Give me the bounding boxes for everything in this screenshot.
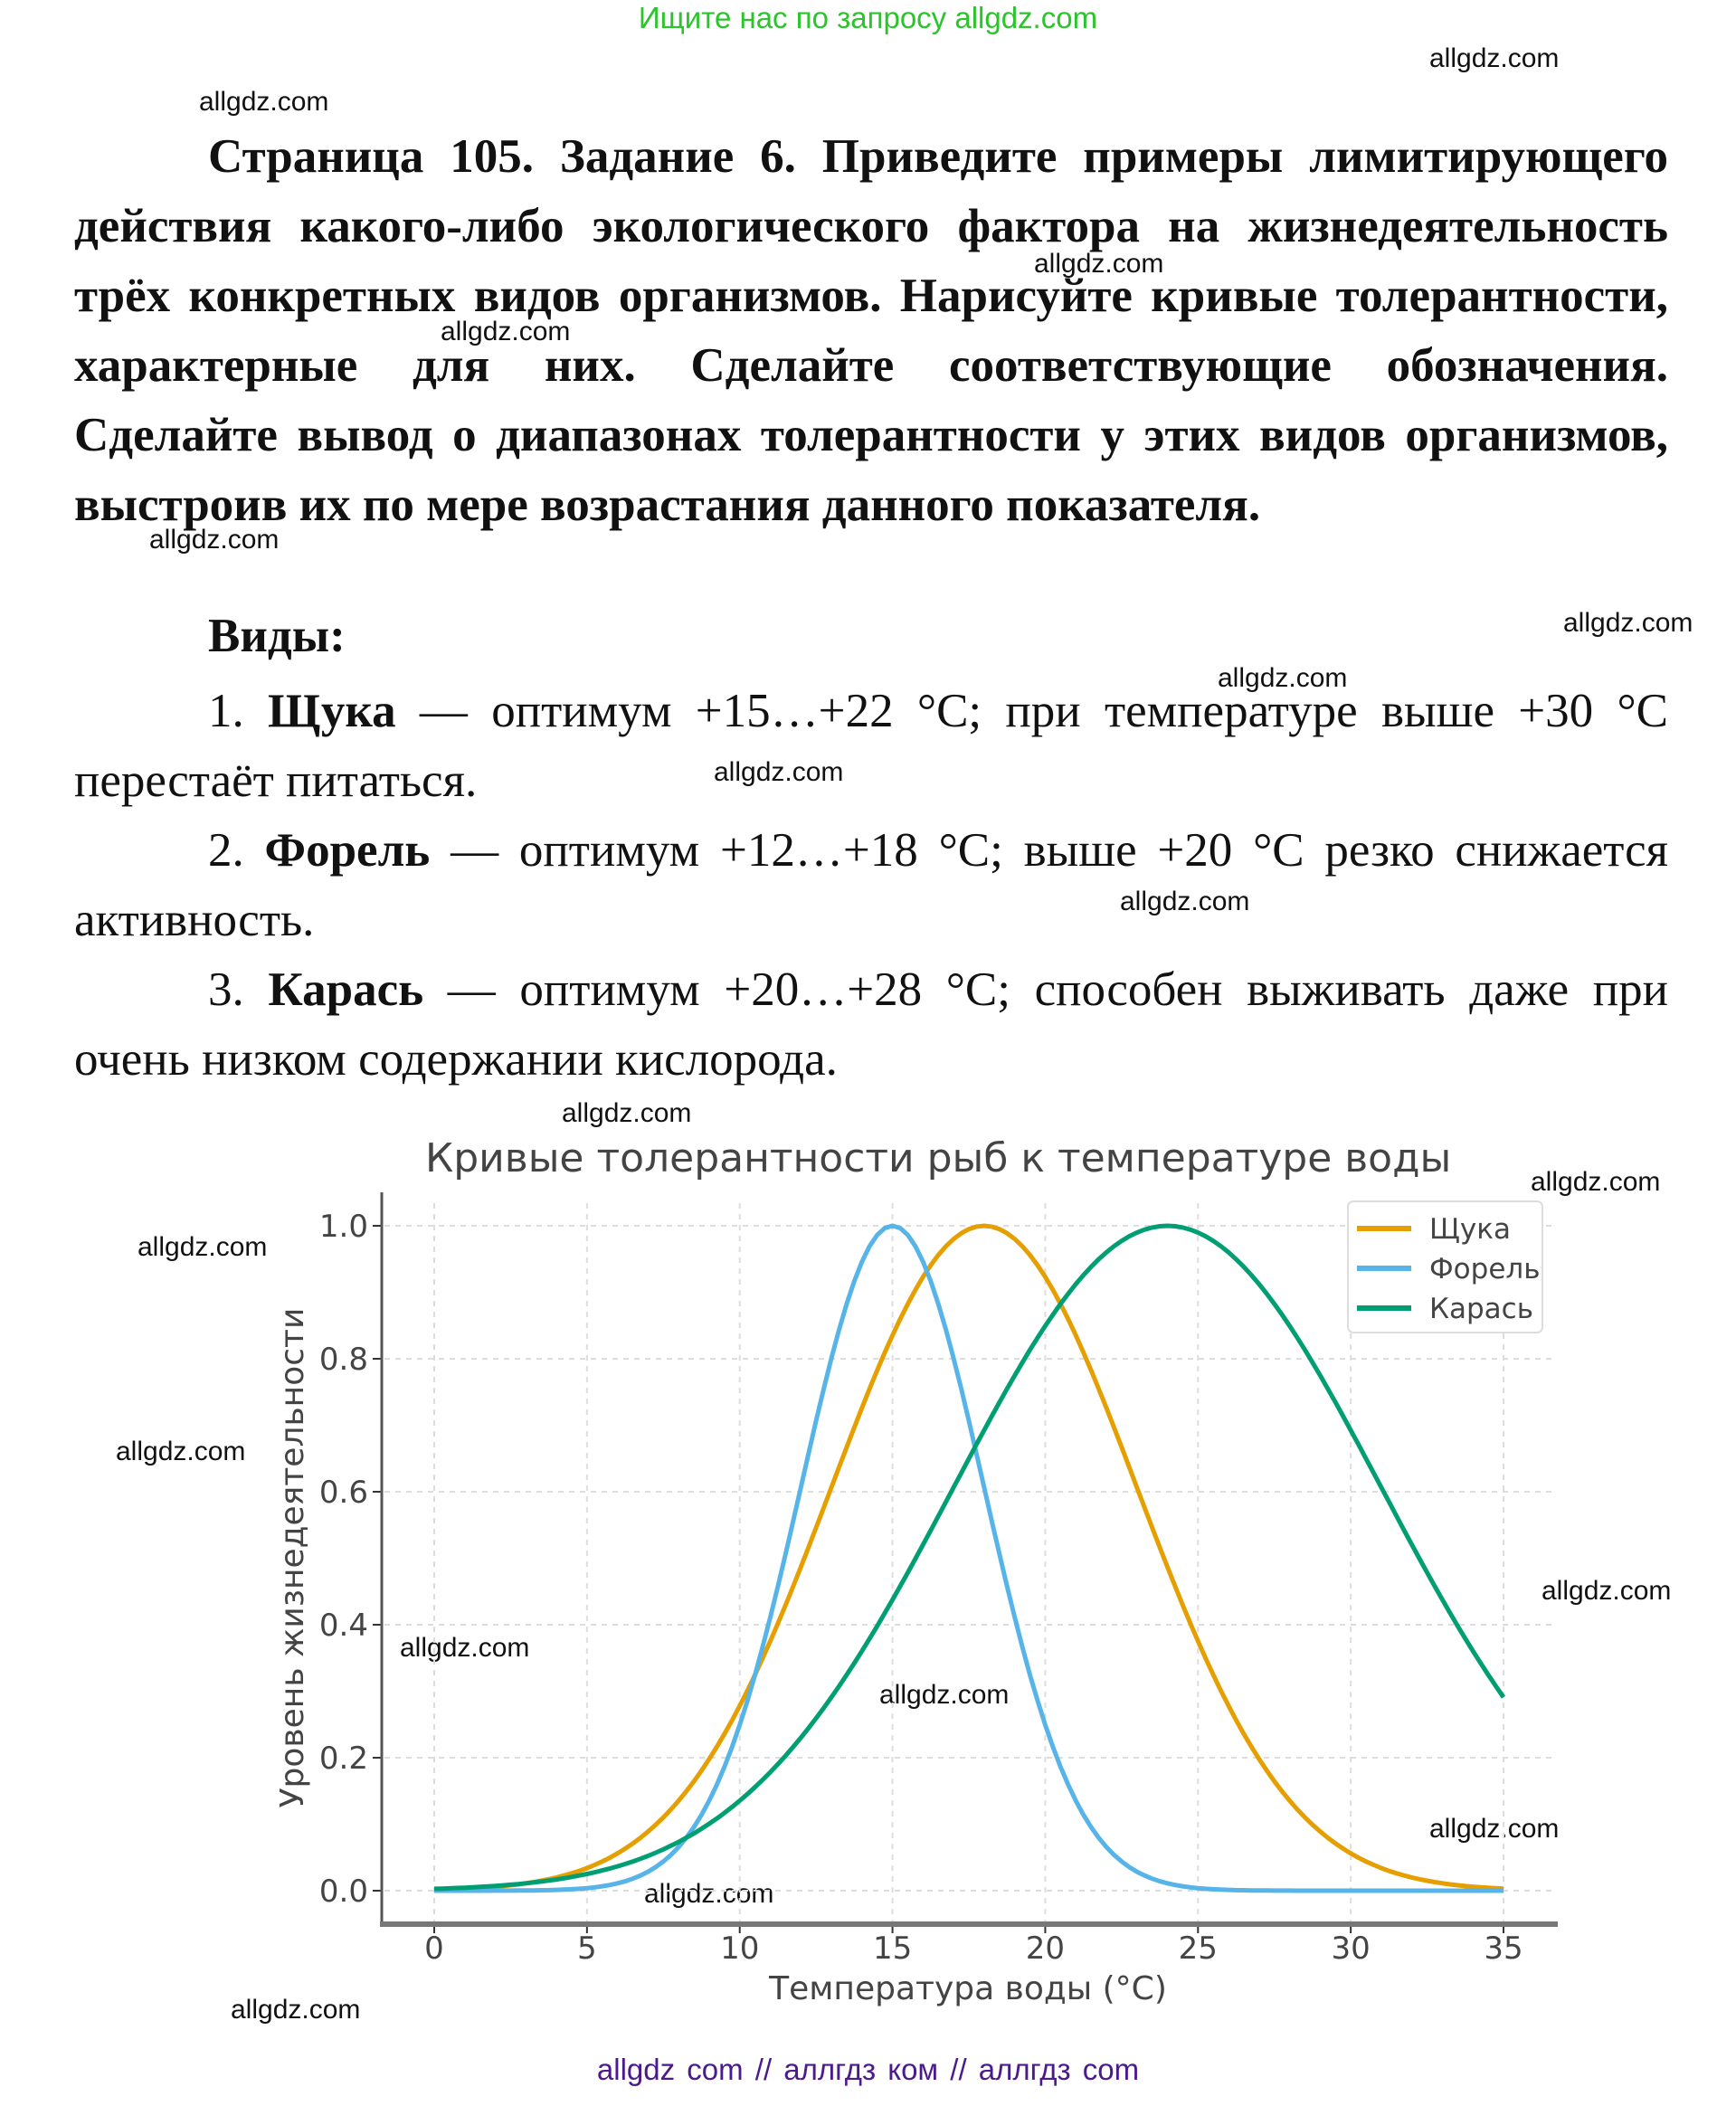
watermark-text: allgdz.com [116,1437,246,1466]
y-tick-label: 0.0 [319,1874,368,1910]
top-banner[interactable]: Ищите нас по запросу allgdz.com [638,1,1098,34]
curve-Щука [433,1223,1504,1893]
x-tick-label: 35 [1484,1930,1523,1967]
chart-axes: 0 5 10 15 20 25 30 35 0.0 0.2 0.4 0.6 0.8 1.0 [319,1192,1558,1967]
watermark-text: allgdz.com [1034,249,1164,279]
y-tick-label: 0.8 [319,1342,368,1378]
legend-item: Карась [1429,1293,1533,1325]
curve-Форель [434,1223,1504,1893]
y-tick-label: 0.2 [319,1741,368,1777]
species-item-3: 3. Карась — оптимум +20…+28 °С; способен… [74,963,1669,1086]
x-tick-label: 25 [1179,1930,1218,1967]
chart-title: Кривые толерантности рыб к температуре в… [425,1135,1452,1181]
x-tick-label: 20 [1026,1930,1065,1967]
y-tick-label: 1.0 [319,1209,368,1245]
watermark-text: allgdz.com [1120,887,1250,916]
watermark-text: allgdz.com [1531,1167,1661,1197]
watermark-text: allgdz.com [199,87,329,117]
watermark-text: allgdz.com [138,1232,268,1262]
bottom-banner[interactable]: allgdz com // аллгдз ком // аллгдз com [596,2053,1140,2086]
chart-grid [384,1203,1556,1922]
watermark-text: allgdz.com [562,1098,692,1128]
species-heading: Виды: [208,610,346,662]
watermark-text: allgdz.com [231,1995,361,2025]
x-tick-label: 15 [873,1930,912,1967]
x-tick-label: 5 [577,1930,597,1967]
y-tick-label: 0.4 [319,1608,368,1644]
watermark-text: allgdz.com [1429,1814,1560,1844]
task-statement: Страница 105. Задание 6. Приведите приме… [74,122,1668,540]
x-tick-label: 30 [1332,1930,1371,1967]
x-axis-label: Температура воды (°C) [768,1970,1167,2007]
x-tick-label: 0 [424,1930,444,1967]
y-axis-label: Уровень жизнедеятельности [274,1308,311,1808]
x-tick-label: 10 [720,1930,759,1967]
watermark-text: allgdz.com [714,757,844,787]
y-tick-label: 0.6 [319,1475,368,1511]
legend-item: Щука [1429,1213,1511,1246]
watermark-text: allgdz.com [1429,43,1560,73]
curve-Карась [433,1223,1506,1892]
watermark-text: allgdz.com [879,1680,1010,1710]
species-name: Карась [268,963,424,1016]
task-text: Страница 105. Задание 6. Приведите приме… [74,130,1668,531]
watermark-text: allgdz.com [441,317,571,346]
watermark-text: allgdz.com [1563,608,1693,638]
watermark-text: allgdz.com [1542,1576,1672,1606]
watermark-text: allgdz.com [644,1879,774,1909]
species-item-2: 2. Форель — оптимум +12…+18 °С; выше +20… [74,824,1669,946]
species-name: Форель [264,824,431,877]
watermark-text: allgdz.com [400,1633,530,1663]
chart-legend: Щука Форель Карась [1347,1200,1543,1333]
watermark-text: allgdz.com [149,525,280,555]
chart-curves [433,1223,1506,1893]
species-name: Щука [268,685,396,737]
species-item-1: 1. Щука — оптимум +15…+22 °С; при темпер… [74,685,1668,807]
legend-item: Форель [1429,1253,1541,1285]
watermark-text: allgdz.com [1218,663,1348,693]
